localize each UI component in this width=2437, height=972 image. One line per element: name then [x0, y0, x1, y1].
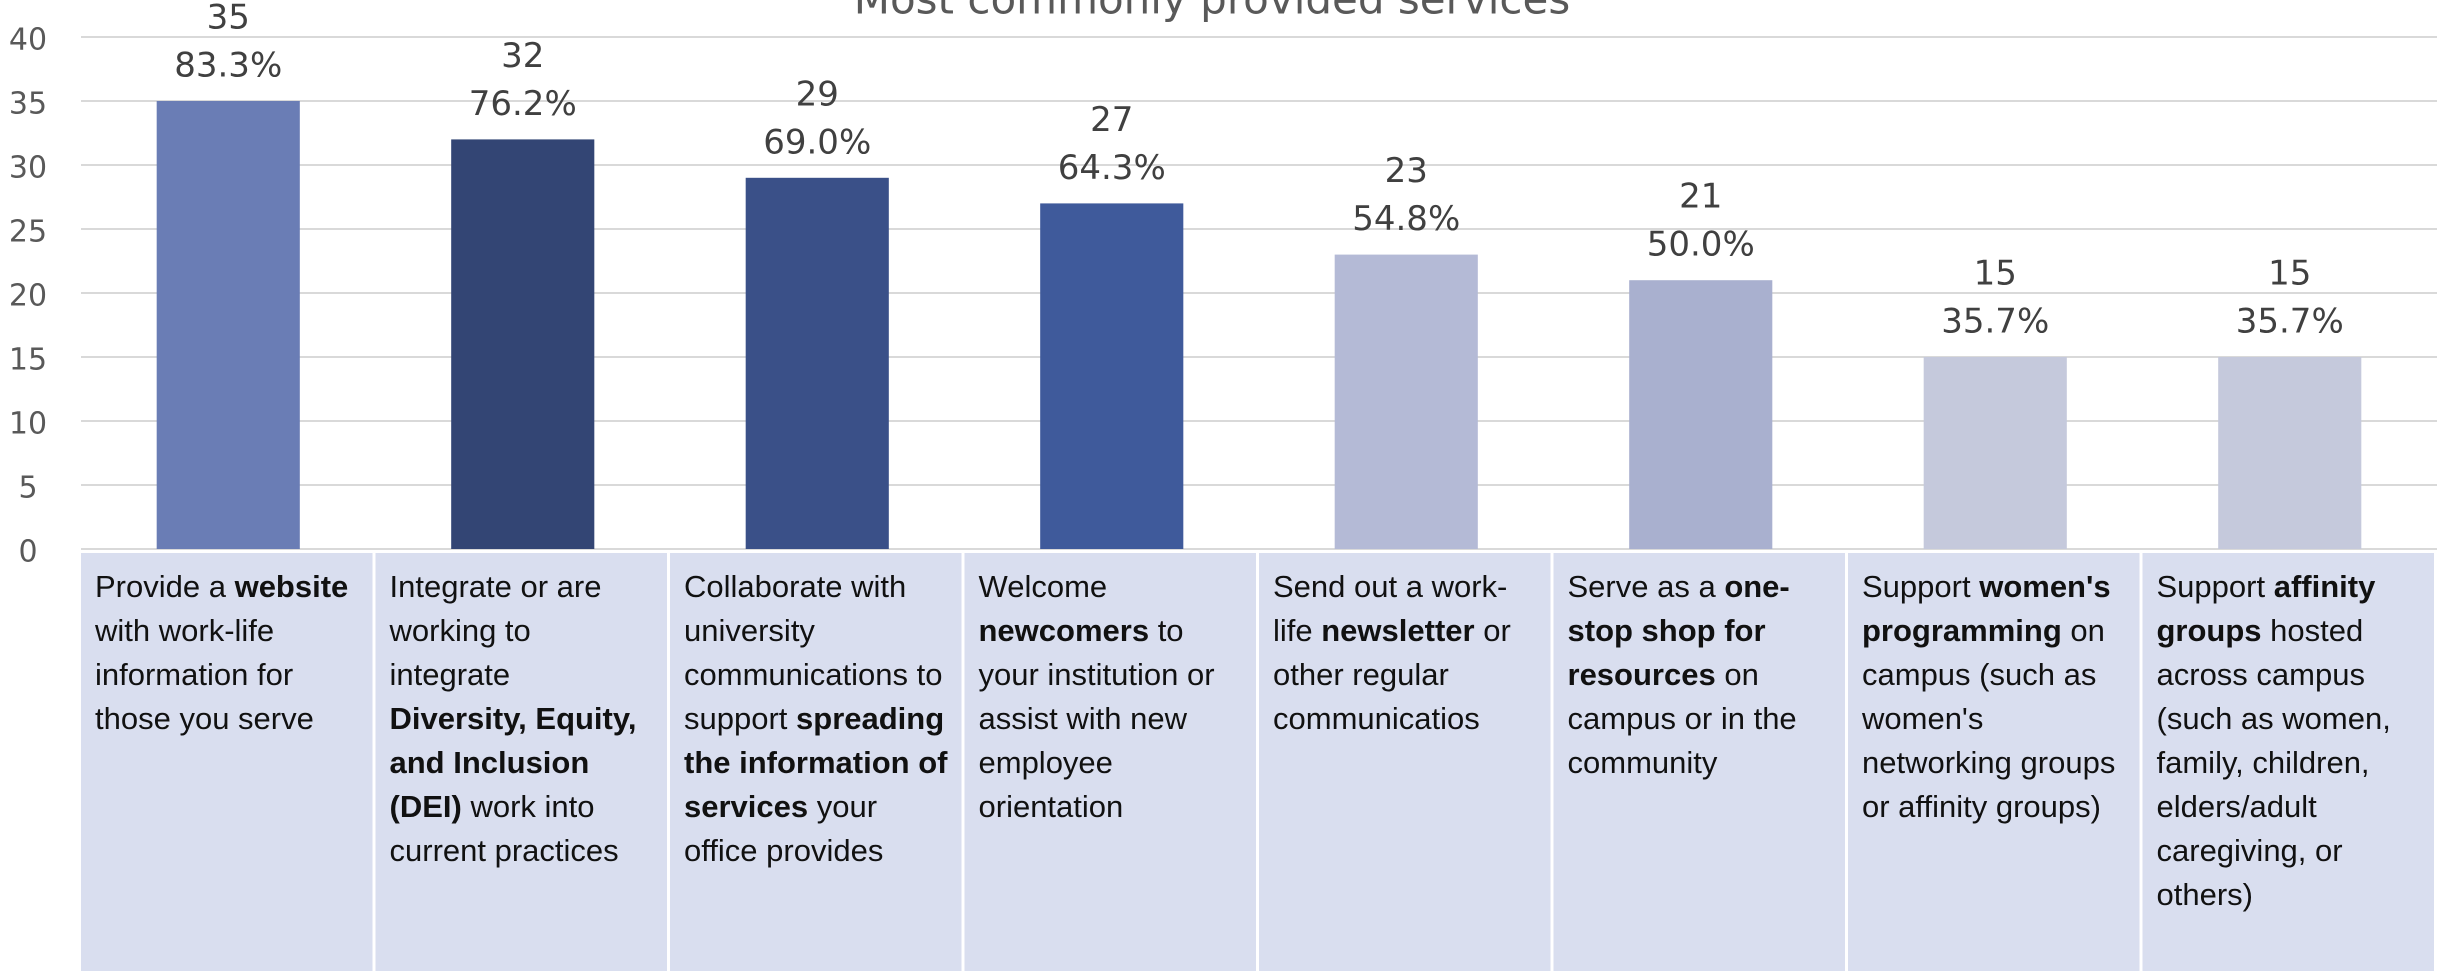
data-label: 15 [1974, 254, 2017, 294]
category-cell [1553, 553, 1845, 971]
category-part: on campus (such as women's networking gr… [1862, 613, 2116, 824]
category-bold: women's programming [1862, 569, 2111, 648]
category-text: Collaborate with university communicatio… [670, 553, 962, 971]
bar [745, 177, 889, 550]
y-tick-label: 15 [9, 343, 47, 378]
category-text: Serve as a one-stop shop for resources o… [1554, 553, 1846, 971]
category-cell [1259, 553, 1551, 971]
share-label: 83.3% [174, 46, 282, 86]
y-tick-label: 5 [18, 471, 37, 506]
y-tick-label: 10 [9, 407, 47, 442]
category-bold: newcomers [978, 613, 1150, 648]
y-tick-label: 25 [9, 215, 47, 250]
category-bold: affinity groups [2156, 569, 2376, 648]
category-cell [81, 553, 373, 971]
share-label: 69.0% [763, 122, 871, 162]
data-label: 29 [796, 74, 839, 114]
data-label: 27 [1090, 100, 1133, 140]
category-bold: spreading the information of services [684, 701, 948, 824]
category-cell [670, 553, 962, 971]
category-cell [2142, 553, 2434, 971]
y-tick-label: 30 [9, 151, 47, 186]
category-label: Serve as a one-stop shop for resources o… [1554, 553, 1846, 971]
category-text: Welcome newcomers to your institution or… [965, 553, 1257, 971]
data-label: 23 [1385, 151, 1428, 191]
y-tick-label: 0 [18, 535, 37, 570]
data-label: 15 [2268, 254, 2311, 294]
category-part: Welcome [978, 569, 1108, 604]
category-text: Integrate or are working to integrate Di… [376, 553, 668, 971]
category-part: Support [2156, 569, 2274, 604]
category-label: Support women's programming on campus (s… [1848, 553, 2140, 971]
y-tick-label: 35 [9, 87, 47, 122]
category-part: or other regular communicatios [1273, 613, 1511, 736]
category-label: Provide a website with work-life informa… [81, 553, 373, 971]
category-part: on campus or in the community [1567, 657, 1797, 780]
data-label: 35 [207, 0, 250, 38]
category-part: your office provides [684, 789, 884, 868]
bar [156, 101, 300, 549]
category-part: Send out a work-life [1273, 569, 1508, 648]
category-bold: Diversity, Equity, and Inclusion (DEI) [389, 701, 637, 824]
category-part: with work-life information for those you… [95, 613, 314, 736]
category-cell [1848, 553, 2140, 971]
share-label: 76.2% [469, 84, 577, 124]
bar [2218, 357, 2362, 549]
category-text: Send out a work-life newsletter or other… [1259, 553, 1551, 971]
category-cell [964, 553, 1256, 971]
category-text: Support affinity groups hosted across ca… [2143, 553, 2435, 971]
share-label: 35.7% [1941, 302, 2049, 342]
bar [1334, 254, 1478, 549]
category-part: Provide a [95, 569, 235, 604]
share-label: 50.0% [1647, 225, 1755, 265]
category-text: Provide a website with work-life informa… [81, 553, 373, 971]
category-label: Integrate or are working to integrate Di… [376, 553, 668, 971]
category-cell [375, 553, 667, 971]
category-part: work into current practices [389, 789, 619, 868]
category-text: Support women's programming on campus (s… [1848, 553, 2140, 971]
bar [1923, 357, 2067, 549]
category-part: Support [1862, 569, 1980, 604]
category-part: hosted across campus (such as women, fam… [2156, 613, 2391, 912]
category-label: Support affinity groups hosted across ca… [2143, 553, 2435, 971]
category-part: Collaborate with university communicatio… [684, 569, 943, 736]
chart-title: Most commonly provided services [854, 0, 1571, 24]
category-bold: one-stop shop for resources [1567, 569, 1790, 692]
bar [451, 139, 595, 549]
share-label: 35.7% [2236, 302, 2344, 342]
category-bold: newsletter [1321, 613, 1475, 648]
category-part: Integrate or are working to integrate [389, 569, 602, 692]
data-label: 32 [501, 36, 544, 76]
category-part: to your institution or assist with new e… [978, 613, 1215, 824]
bar [1040, 203, 1184, 549]
data-label: 21 [1679, 177, 1722, 217]
share-label: 64.3% [1058, 148, 1166, 188]
category-bold: website [234, 569, 349, 604]
category-label: Collaborate with university communicatio… [670, 553, 962, 971]
category-label: Welcome newcomers to your institution or… [965, 553, 1257, 971]
bar [1629, 280, 1773, 549]
share-label: 54.8% [1352, 199, 1460, 239]
y-tick-label: 20 [9, 279, 47, 314]
y-tick-label: 40 [9, 23, 47, 58]
category-part: Serve as a [1567, 569, 1725, 604]
category-label: Send out a work-life newsletter or other… [1259, 553, 1551, 971]
